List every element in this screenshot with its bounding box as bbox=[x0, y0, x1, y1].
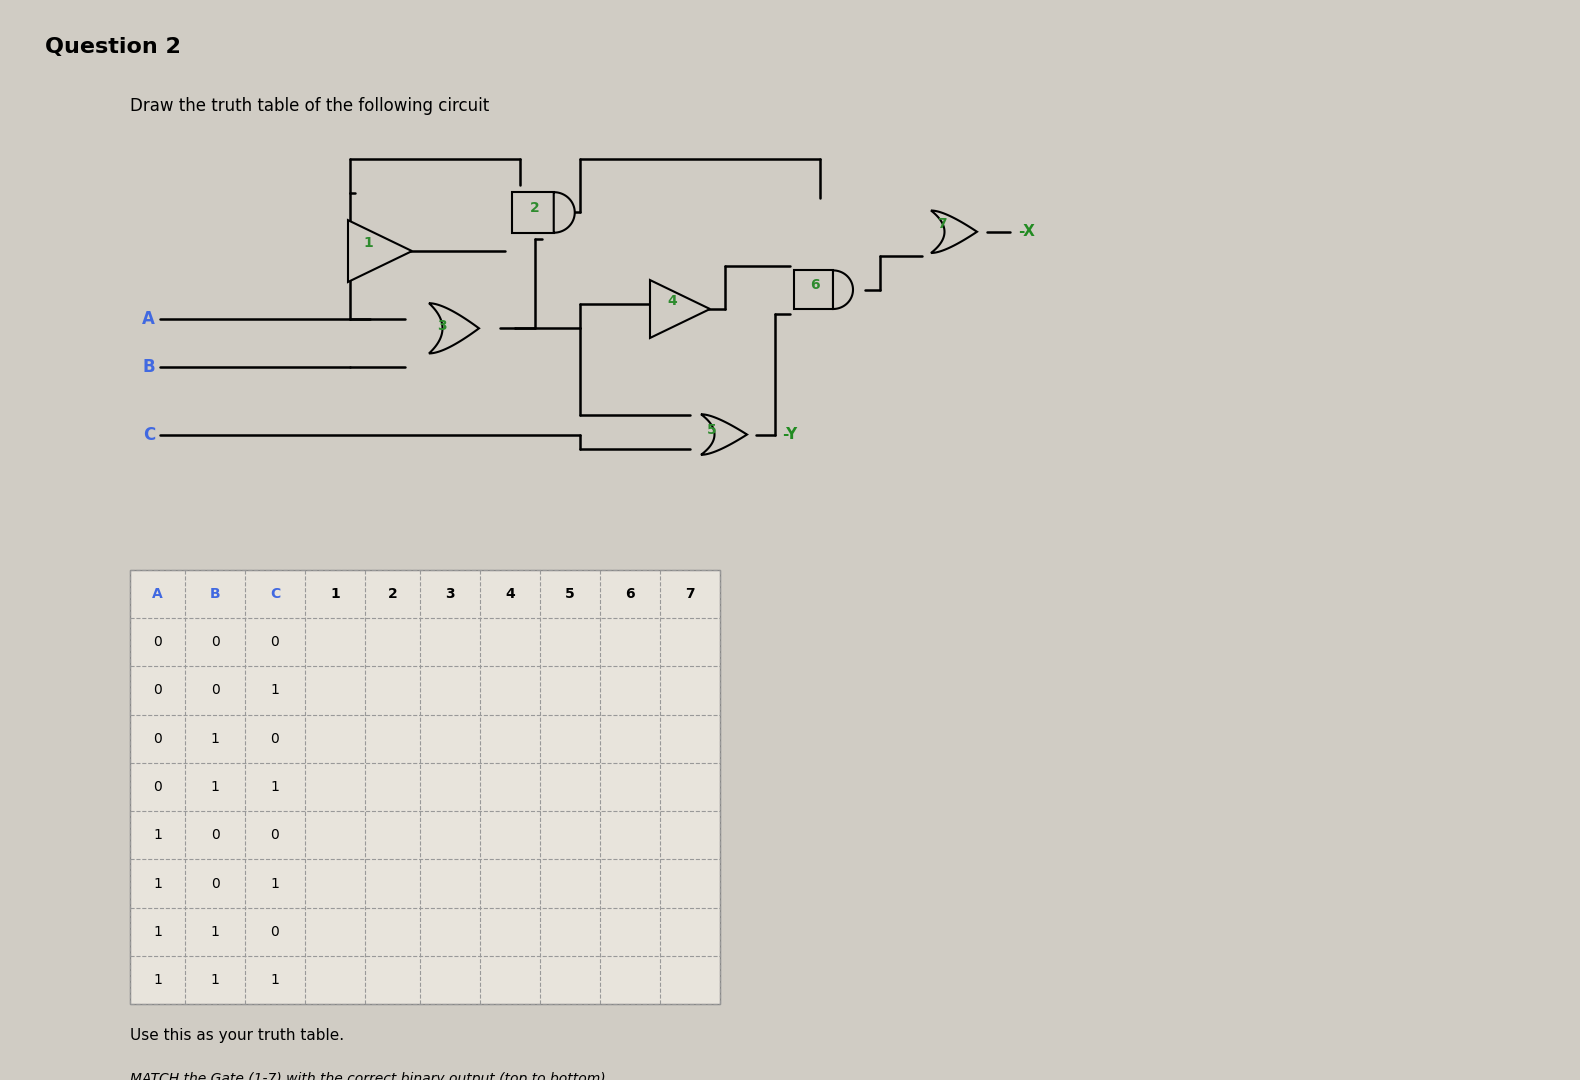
Text: 7: 7 bbox=[937, 217, 946, 231]
Text: 1: 1 bbox=[270, 973, 280, 987]
Polygon shape bbox=[512, 192, 553, 232]
Text: 1: 1 bbox=[210, 780, 220, 794]
Text: 1: 1 bbox=[210, 924, 220, 939]
Text: 0: 0 bbox=[270, 635, 280, 649]
Text: 1: 1 bbox=[270, 877, 280, 891]
Text: 1: 1 bbox=[153, 924, 161, 939]
Text: C: C bbox=[142, 426, 155, 444]
Polygon shape bbox=[795, 270, 833, 309]
Text: Use this as your truth table.: Use this as your truth table. bbox=[130, 1028, 344, 1043]
Polygon shape bbox=[833, 270, 853, 309]
Text: 0: 0 bbox=[270, 924, 280, 939]
Text: 0: 0 bbox=[153, 780, 161, 794]
Text: 7: 7 bbox=[686, 586, 695, 600]
Text: 0: 0 bbox=[270, 732, 280, 745]
Text: 1: 1 bbox=[153, 877, 161, 891]
Text: C: C bbox=[270, 586, 280, 600]
Text: 1: 1 bbox=[363, 237, 373, 251]
Text: 1: 1 bbox=[270, 684, 280, 698]
Text: Question 2: Question 2 bbox=[44, 37, 180, 56]
Text: A: A bbox=[152, 586, 163, 600]
Text: -X: -X bbox=[1018, 225, 1035, 240]
Text: A: A bbox=[142, 310, 155, 327]
Polygon shape bbox=[931, 211, 976, 253]
Text: 1: 1 bbox=[330, 586, 340, 600]
Text: 0: 0 bbox=[210, 684, 220, 698]
Text: 2: 2 bbox=[387, 586, 398, 600]
Text: 0: 0 bbox=[153, 732, 161, 745]
Text: 3: 3 bbox=[446, 586, 455, 600]
Text: 6: 6 bbox=[626, 586, 635, 600]
Text: 0: 0 bbox=[153, 635, 161, 649]
Text: 6: 6 bbox=[811, 278, 820, 292]
Text: 1: 1 bbox=[153, 973, 161, 987]
Text: B: B bbox=[210, 586, 220, 600]
Text: 5: 5 bbox=[566, 586, 575, 600]
Text: B: B bbox=[142, 357, 155, 376]
Text: 5: 5 bbox=[708, 422, 717, 436]
Text: 0: 0 bbox=[210, 828, 220, 842]
Text: 0: 0 bbox=[210, 635, 220, 649]
Polygon shape bbox=[649, 280, 709, 338]
Text: 4: 4 bbox=[667, 294, 676, 308]
Polygon shape bbox=[553, 192, 575, 232]
Text: 2: 2 bbox=[531, 201, 540, 215]
Text: 4: 4 bbox=[506, 586, 515, 600]
Text: -Y: -Y bbox=[782, 427, 798, 442]
Text: 1: 1 bbox=[153, 828, 161, 842]
Text: 0: 0 bbox=[270, 828, 280, 842]
Text: 0: 0 bbox=[153, 684, 161, 698]
Polygon shape bbox=[348, 220, 412, 282]
Polygon shape bbox=[430, 303, 479, 353]
Text: 1: 1 bbox=[210, 973, 220, 987]
Text: 1: 1 bbox=[270, 780, 280, 794]
Text: Draw the truth table of the following circuit: Draw the truth table of the following ci… bbox=[130, 96, 490, 114]
Text: 0: 0 bbox=[210, 877, 220, 891]
Polygon shape bbox=[702, 415, 747, 455]
Text: 3: 3 bbox=[438, 320, 447, 334]
Polygon shape bbox=[130, 570, 720, 1004]
Text: 1: 1 bbox=[210, 732, 220, 745]
Text: MATCH the Gate (1-7) with the correct binary output (top to bottom): MATCH the Gate (1-7) with the correct bi… bbox=[130, 1071, 605, 1080]
